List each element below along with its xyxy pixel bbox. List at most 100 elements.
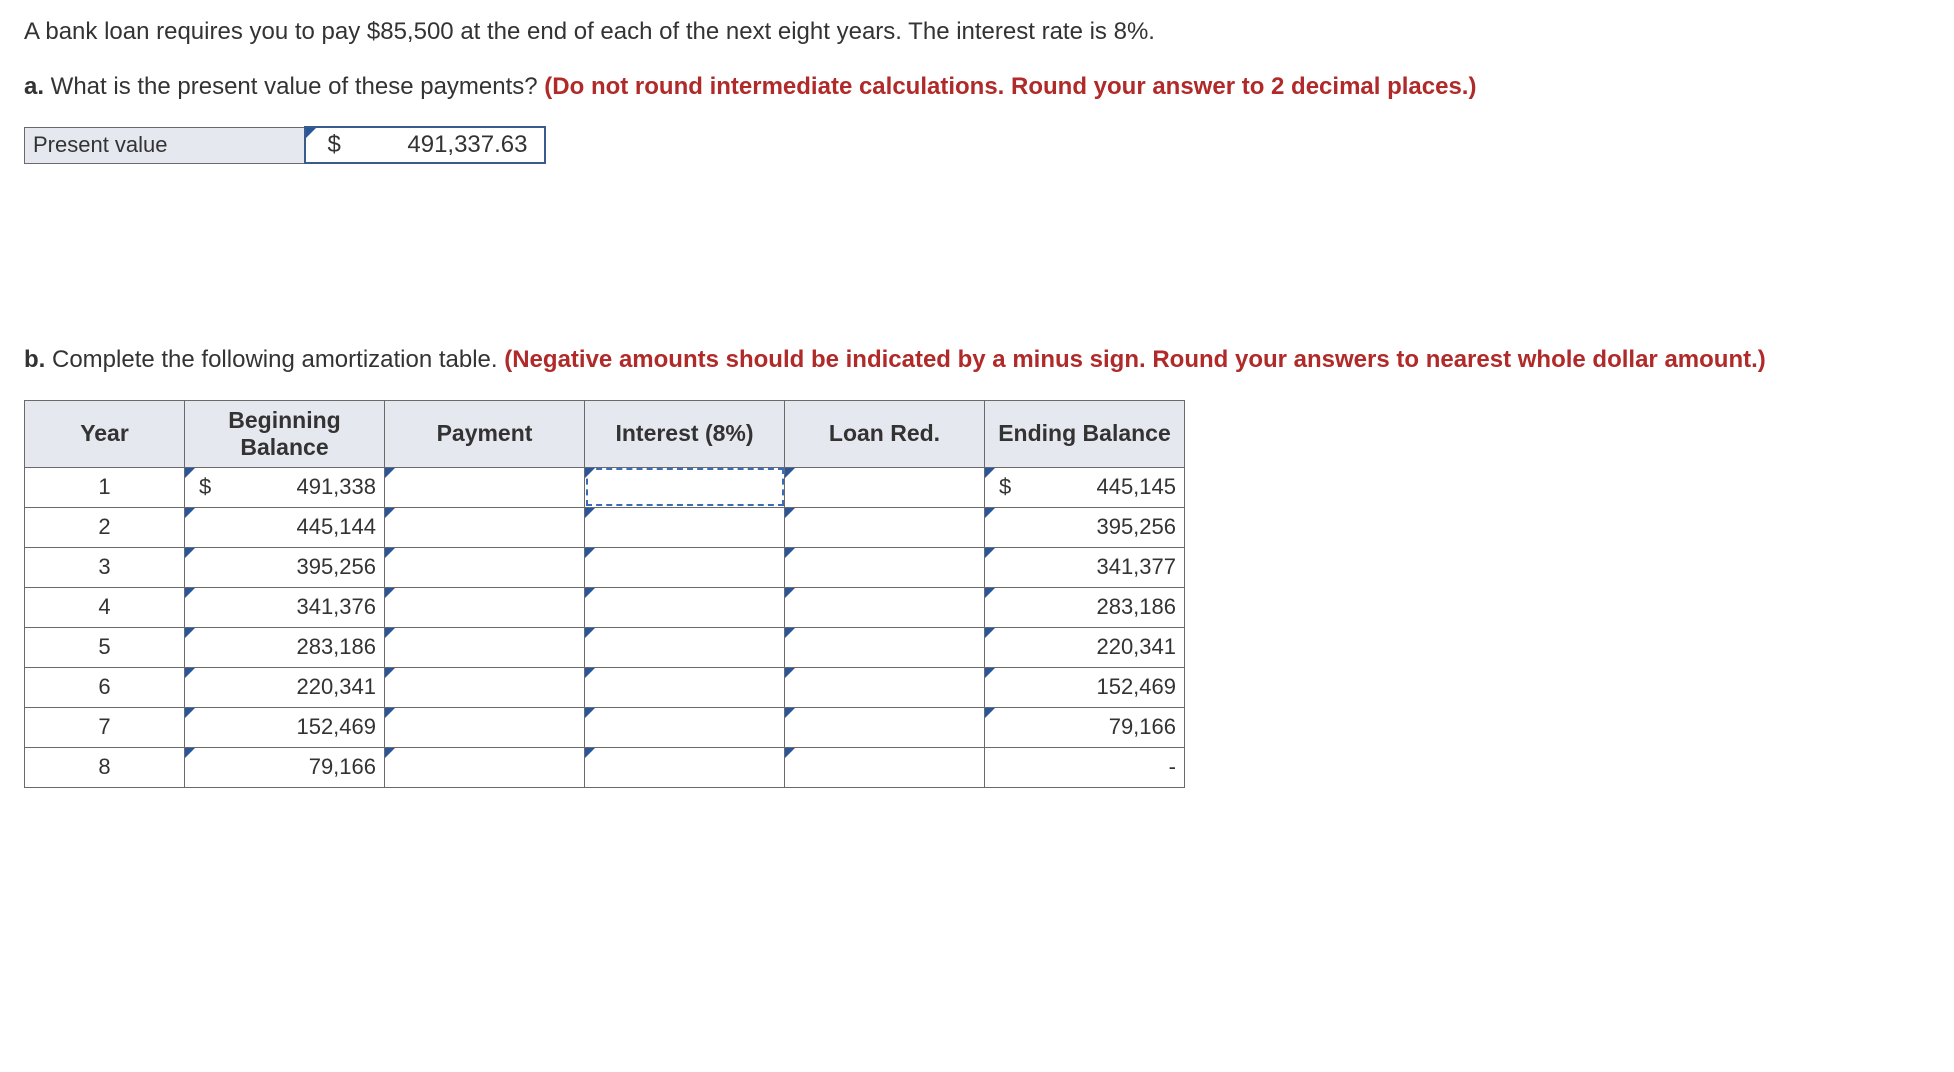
table-row: 879,166- <box>25 747 1185 787</box>
input-marker-icon <box>185 548 195 558</box>
currency-symbol: $ <box>993 474 1011 500</box>
header-payment: Payment <box>385 400 585 467</box>
beginning-balance-cell[interactable]: $491,338 <box>185 467 385 507</box>
ending-balance-cell: - <box>985 747 1185 787</box>
input-marker-icon <box>585 708 595 718</box>
beginning-balance-cell[interactable]: 152,469 <box>185 707 385 747</box>
ending-balance-cell[interactable]: 341,377 <box>985 547 1185 587</box>
input-marker-icon <box>385 628 395 638</box>
ending-balance-cell-value: 220,341 <box>993 634 1176 660</box>
ending-balance-cell[interactable]: $445,145 <box>985 467 1185 507</box>
loan-red-cell[interactable] <box>785 707 985 747</box>
ending-balance-cell[interactable]: 220,341 <box>985 627 1185 667</box>
interest-cell[interactable] <box>585 747 785 787</box>
beginning-balance-cell[interactable]: 283,186 <box>185 627 385 667</box>
loan-red-cell[interactable] <box>785 587 985 627</box>
input-marker-icon <box>785 468 795 478</box>
interest-cell[interactable] <box>585 707 785 747</box>
input-marker-icon <box>585 628 595 638</box>
payment-cell[interactable] <box>385 707 585 747</box>
loan-red-cell[interactable] <box>785 627 985 667</box>
table-row: 1$491,338 $445,145 <box>25 467 1185 507</box>
input-marker-icon <box>785 748 795 758</box>
input-marker-icon <box>385 468 395 478</box>
ending-balance-cell[interactable]: 395,256 <box>985 507 1185 547</box>
pv-label-cell: Present value <box>25 127 305 163</box>
part-b-label: b. <box>24 346 45 373</box>
input-marker-icon <box>985 508 995 518</box>
interest-cell[interactable] <box>585 627 785 667</box>
input-marker-icon <box>385 588 395 598</box>
input-marker-icon <box>985 628 995 638</box>
input-marker-icon <box>185 628 195 638</box>
input-marker-icon <box>385 508 395 518</box>
loan-red-cell[interactable] <box>785 547 985 587</box>
payment-cell[interactable] <box>385 747 585 787</box>
payment-cell[interactable] <box>385 507 585 547</box>
part-a-label: a. <box>24 73 44 100</box>
beginning-balance-cell-value: 152,469 <box>193 714 376 740</box>
payment-cell[interactable] <box>385 547 585 587</box>
currency-symbol: $ <box>193 474 211 500</box>
ending-balance-cell-value: 283,186 <box>993 594 1176 620</box>
input-marker-icon <box>785 668 795 678</box>
table-row: 5 283,186 220,341 <box>25 627 1185 667</box>
year-cell: 2 <box>25 507 185 547</box>
input-marker-icon <box>985 668 995 678</box>
ending-balance-cell-value: 79,166 <box>993 714 1176 740</box>
beginning-balance-cell[interactable]: 445,144 <box>185 507 385 547</box>
interest-cell[interactable] <box>585 547 785 587</box>
payment-cell[interactable] <box>385 627 585 667</box>
input-marker-icon <box>985 708 995 718</box>
ending-balance-cell[interactable]: 79,166 <box>985 707 1185 747</box>
loan-red-cell[interactable] <box>785 467 985 507</box>
interest-cell[interactable] <box>585 467 785 507</box>
beginning-balance-cell[interactable]: 79,166 <box>185 747 385 787</box>
table-header-row: Year Beginning Balance Payment Interest … <box>25 400 1185 467</box>
pv-value: 491,337.63 <box>341 131 528 159</box>
input-marker-icon <box>585 468 595 478</box>
interest-cell[interactable] <box>585 587 785 627</box>
year-cell: 1 <box>25 467 185 507</box>
problem-intro: A bank loan requires you to pay $85,500 … <box>24 16 1930 47</box>
input-marker-icon <box>185 468 195 478</box>
beginning-balance-cell[interactable]: 395,256 <box>185 547 385 587</box>
loan-red-cell[interactable] <box>785 667 985 707</box>
input-marker-icon <box>785 708 795 718</box>
beginning-balance-cell-value: 79,166 <box>193 754 376 780</box>
ending-balance-cell[interactable]: 152,469 <box>985 667 1185 707</box>
loan-red-cell[interactable] <box>785 747 985 787</box>
input-marker-icon <box>306 128 316 138</box>
input-marker-icon <box>585 548 595 558</box>
beginning-balance-cell[interactable]: 220,341 <box>185 667 385 707</box>
part-b-question: b. Complete the following amortization t… <box>24 344 1930 375</box>
currency-symbol: $ <box>322 131 341 159</box>
input-marker-icon <box>385 668 395 678</box>
payment-cell[interactable] <box>385 587 585 627</box>
input-marker-icon <box>585 668 595 678</box>
beginning-balance-cell[interactable]: 341,376 <box>185 587 385 627</box>
table-row: 2445,144 395,256 <box>25 507 1185 547</box>
interest-cell[interactable] <box>585 507 785 547</box>
interest-cell[interactable] <box>585 667 785 707</box>
loan-red-cell[interactable] <box>785 507 985 547</box>
input-marker-icon <box>585 588 595 598</box>
year-cell: 6 <box>25 667 185 707</box>
year-cell: 5 <box>25 627 185 667</box>
beginning-balance-cell-value: 283,186 <box>193 634 376 660</box>
beginning-balance-cell-value: 395,256 <box>193 554 376 580</box>
ending-balance-cell[interactable]: 283,186 <box>985 587 1185 627</box>
header-interest: Interest (8%) <box>585 400 785 467</box>
part-b-instruction: (Negative amounts should be indicated by… <box>504 346 1766 373</box>
payment-cell[interactable] <box>385 667 585 707</box>
year-cell: 4 <box>25 587 185 627</box>
payment-cell[interactable] <box>385 467 585 507</box>
input-marker-icon <box>585 508 595 518</box>
beginning-balance-cell-value: 341,376 <box>193 594 376 620</box>
input-marker-icon <box>385 708 395 718</box>
pv-value-cell[interactable]: $ 491,337.63 <box>305 127 545 163</box>
table-row: 4 341,376 283,186 <box>25 587 1185 627</box>
header-beginning: Beginning Balance <box>185 400 385 467</box>
input-marker-icon <box>785 628 795 638</box>
part-a-question: a. What is the present value of these pa… <box>24 71 1930 102</box>
